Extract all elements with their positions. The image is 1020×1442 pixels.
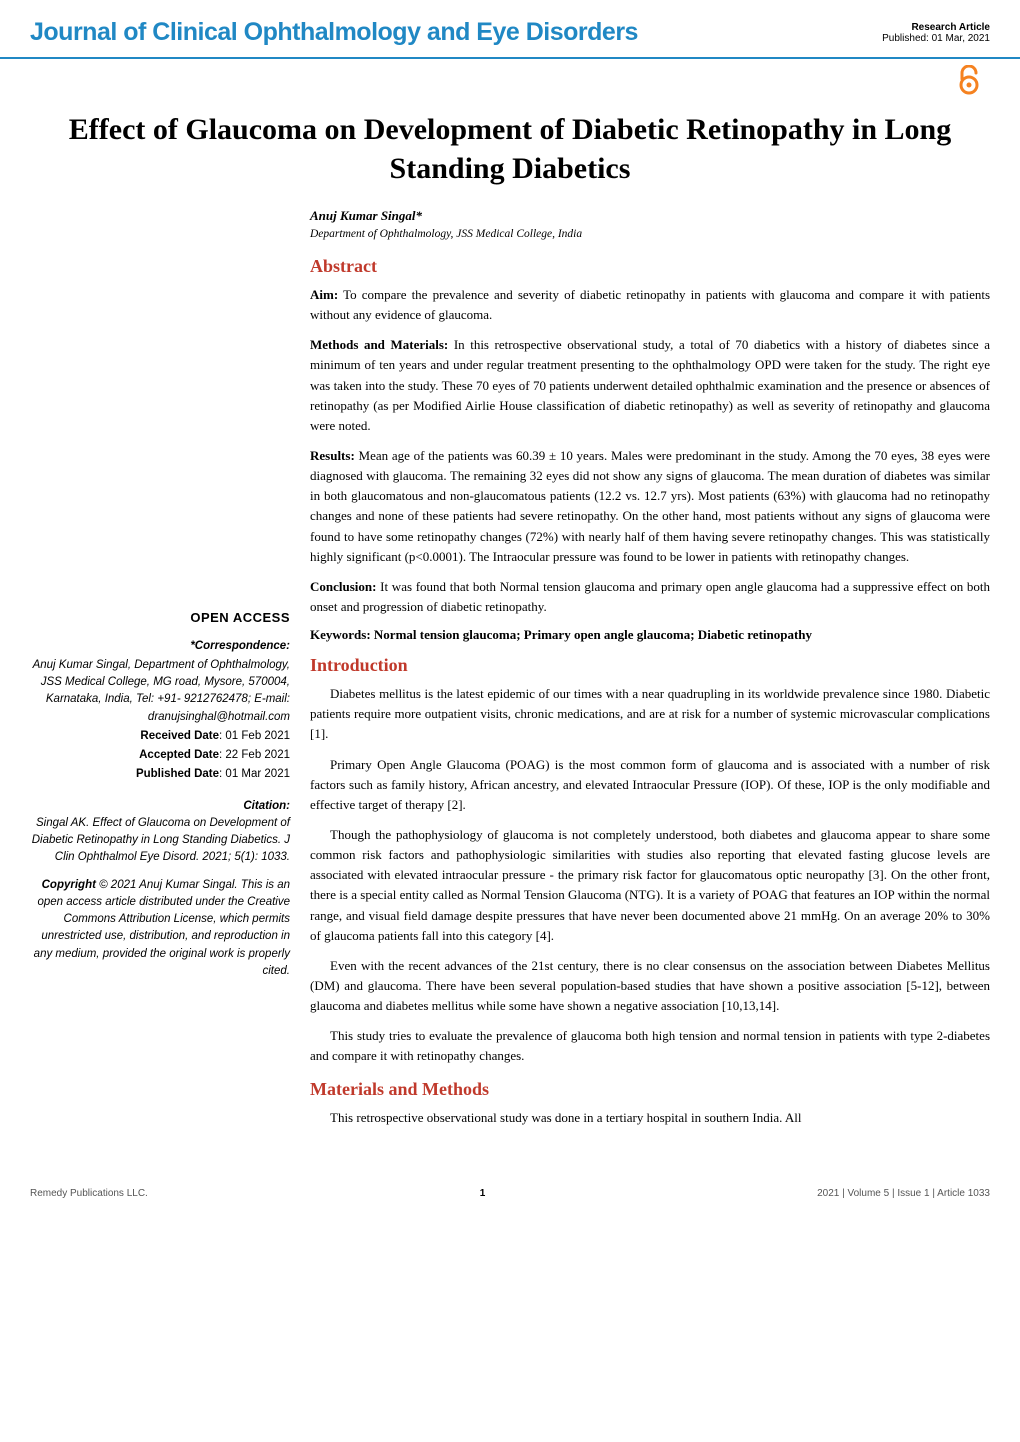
journal-header: Journal of Clinical Ophthalmology and Ey…: [0, 0, 1020, 59]
intro-p4-text: Even with the recent advances of the 21s…: [310, 958, 990, 1013]
copyright-body: © 2021 Anuj Kumar Singal. This is an ope…: [34, 879, 290, 977]
intro-p5: This study tries to evaluate the prevale…: [310, 1026, 990, 1066]
abstract-results: Results: Mean age of the patients was 60…: [310, 446, 990, 567]
footer-publisher: Remedy Publications LLC.: [30, 1188, 148, 1199]
page-footer: Remedy Publications LLC. 1 2021 | Volume…: [0, 1138, 1020, 1219]
author-affiliation: Department of Ophthalmology, JSS Medical…: [310, 228, 990, 240]
copyright-heading: Copyright: [42, 879, 96, 891]
intro-p3: Though the pathophysiology of glaucoma i…: [310, 825, 990, 946]
abstract-methods: Methods and Materials: In this retrospec…: [310, 335, 990, 436]
intro-p4: Even with the recent advances of the 21s…: [310, 956, 990, 1016]
accepted-label: Accepted Date: [139, 749, 219, 761]
author-name: Anuj Kumar Singal*: [310, 208, 990, 224]
intro-p2: Primary Open Angle Glaucoma (POAG) is th…: [310, 755, 990, 815]
materials-heading: Materials and Methods: [310, 1079, 990, 1100]
results-label: Results:: [310, 448, 355, 463]
abstract-conclusion: Conclusion: It was found that both Norma…: [310, 577, 990, 617]
footer-page-number: 1: [480, 1188, 486, 1199]
sidebar: OPEN ACCESS *Correspondence: Anuj Kumar …: [30, 208, 310, 1138]
aim-text: To compare the prevalence and severity o…: [310, 287, 990, 322]
aim-label: Aim:: [310, 287, 338, 302]
results-text: Mean age of the patients was 60.39 ± 10 …: [310, 448, 990, 564]
content-grid: OPEN ACCESS *Correspondence: Anuj Kumar …: [0, 208, 1020, 1138]
keywords-text: Normal tension glaucoma; Primary open an…: [374, 627, 812, 642]
article-type-tag: Research Article: [882, 22, 990, 33]
intro-p3-text: Though the pathophysiology of glaucoma i…: [310, 827, 990, 943]
citation-body: Singal AK. Effect of Glaucoma on Develop…: [30, 815, 290, 867]
published-line: Published: 01 Mar, 2021: [882, 33, 990, 44]
intro-p2-text: Primary Open Angle Glaucoma (POAG) is th…: [310, 757, 990, 812]
footer-issue: 2021 | Volume 5 | Issue 1 | Article 1033: [817, 1188, 990, 1199]
materials-p1: This retrospective observational study w…: [310, 1108, 990, 1128]
open-access-icon-wrap: [0, 59, 1020, 100]
materials-p1-text: This retrospective observational study w…: [330, 1110, 802, 1125]
intro-p1: Diabetes mellitus is the latest epidemic…: [310, 684, 990, 744]
correspondence-heading: *Correspondence:: [30, 638, 290, 655]
accepted-value: : 22 Feb 2021: [219, 749, 290, 761]
published-label: Published Date: [136, 768, 219, 780]
abstract-aim: Aim: To compare the prevalence and sever…: [310, 285, 990, 325]
correspondence-body: Anuj Kumar Singal, Department of Ophthal…: [30, 657, 290, 726]
article-title: Effect of Glaucoma on Development of Dia…: [0, 100, 1020, 208]
open-access-icon: [958, 65, 980, 95]
published-value: : 01 Mar 2021: [219, 768, 290, 780]
received-label: Received Date: [140, 730, 219, 742]
introduction-heading: Introduction: [310, 655, 990, 676]
header-meta: Research Article Published: 01 Mar, 2021: [882, 22, 990, 44]
open-access-label: OPEN ACCESS: [30, 608, 290, 628]
methods-label: Methods and Materials:: [310, 337, 448, 352]
conclusion-label: Conclusion:: [310, 579, 376, 594]
citation-heading: Citation:: [30, 798, 290, 815]
received-value: : 01 Feb 2021: [219, 730, 290, 742]
keywords-label: Keywords:: [310, 627, 371, 642]
main-column: Anuj Kumar Singal* Department of Ophthal…: [310, 208, 990, 1138]
journal-title: Journal of Clinical Ophthalmology and Ey…: [30, 18, 638, 47]
abstract-heading: Abstract: [310, 256, 990, 277]
intro-p1-text: Diabetes mellitus is the latest epidemic…: [310, 686, 990, 741]
conclusion-text: It was found that both Normal tension gl…: [310, 579, 990, 614]
intro-p5-text: This study tries to evaluate the prevale…: [310, 1028, 990, 1063]
keywords-line: Keywords: Normal tension glaucoma; Prima…: [310, 627, 990, 643]
